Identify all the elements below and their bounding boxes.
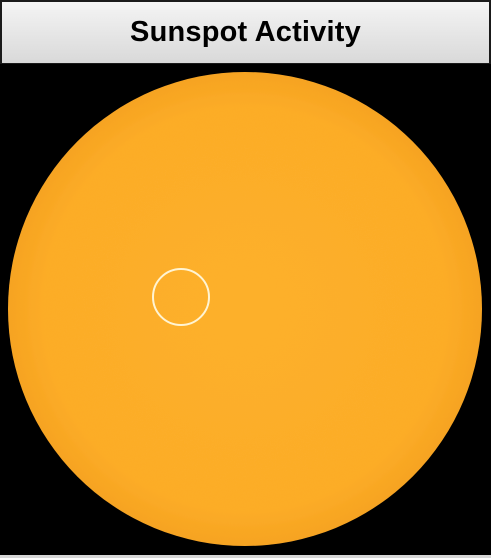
- title-bar: Sunspot Activity: [0, 0, 491, 64]
- solar-image-panel: [0, 64, 491, 555]
- sunspot-marker-circle: [152, 268, 210, 326]
- figure-title: Sunspot Activity: [130, 16, 361, 48]
- bottom-border: [0, 555, 491, 558]
- sun-disk: [8, 72, 482, 546]
- solar-image: [2, 64, 489, 555]
